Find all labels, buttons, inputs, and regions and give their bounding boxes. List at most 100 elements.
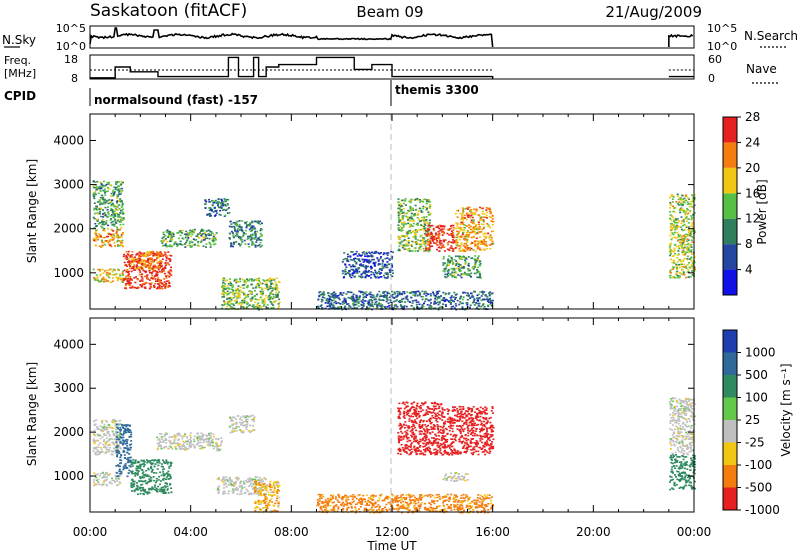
scatter-cell — [130, 433, 133, 436]
scatter-cell — [434, 234, 437, 236]
scatter-cell — [164, 438, 167, 440]
scatter-cell — [240, 304, 243, 307]
scatter-cell — [478, 302, 481, 305]
scatter-cell — [120, 428, 123, 431]
scatter-cell — [332, 305, 335, 307]
scatter-cell — [125, 447, 128, 449]
scatter-cell — [671, 255, 674, 258]
scatter-cell — [423, 229, 426, 232]
scatter-cell — [117, 436, 120, 439]
scatter-cell — [463, 235, 466, 238]
scatter-cell — [424, 245, 427, 247]
scatter-cell — [230, 282, 232, 285]
scatter-cell — [164, 253, 167, 256]
scatter-cell — [382, 274, 385, 277]
scatter-cell — [221, 307, 223, 310]
scatter-cell — [345, 257, 348, 260]
scatter-cell — [233, 225, 236, 228]
scatter-cell — [419, 243, 422, 246]
scatter-cell — [386, 257, 389, 259]
scatter-cell — [351, 272, 354, 275]
scatter-cell — [221, 284, 224, 287]
scatter-cell — [449, 259, 452, 262]
scatter-cell — [114, 269, 116, 271]
scatter-cell — [475, 210, 478, 212]
scatter-cell — [108, 181, 111, 184]
scatter-cell — [428, 299, 431, 302]
scatter-cell — [692, 267, 695, 269]
scatter-cell — [137, 465, 140, 467]
scatter-cell — [402, 297, 405, 300]
scatter-cell — [678, 271, 681, 274]
scatter-cell — [417, 294, 420, 297]
scatter-cell — [431, 245, 434, 247]
scatter-cell — [400, 218, 403, 221]
scatter-cell — [452, 231, 454, 234]
scatter-cell — [120, 243, 123, 246]
scatter-cell — [485, 217, 488, 219]
scatter-cell — [471, 266, 474, 268]
scatter-cell — [452, 242, 455, 244]
scatter-cell — [272, 295, 275, 298]
scatter-cell — [376, 251, 379, 254]
scatter-cell — [689, 210, 692, 213]
scatter-cell — [406, 298, 409, 301]
scatter-cell — [117, 193, 120, 196]
scatter-cell — [686, 233, 689, 236]
scatter-cell — [483, 235, 486, 238]
scatter-cell — [137, 472, 139, 474]
scatter-cell — [455, 260, 458, 262]
scatter-cell — [158, 438, 161, 440]
scatter-cell — [477, 259, 480, 261]
scatter-cell — [471, 267, 474, 269]
scatter-cell — [145, 469, 148, 472]
scatter-cell — [370, 268, 373, 270]
scatter-cell — [185, 233, 188, 236]
scatter-cell — [159, 483, 162, 486]
scatter-cell — [674, 252, 676, 255]
scatter-cell — [372, 262, 375, 265]
scatter-cell — [415, 299, 418, 302]
scatter-cell — [386, 299, 389, 301]
scatter-cell — [677, 204, 680, 206]
scatter-cell — [670, 219, 673, 222]
scatter-cell — [262, 305, 265, 307]
scatter-cell — [198, 237, 201, 239]
scatter-cell — [434, 237, 437, 240]
scatter-cell — [688, 251, 690, 254]
scatter-cell — [120, 277, 123, 280]
scatter-cell — [687, 212, 690, 215]
scatter-cell — [143, 476, 145, 479]
scatter-cell — [361, 272, 364, 275]
scatter-cell — [254, 230, 257, 233]
scatter-cell — [472, 221, 475, 224]
scatter-cell — [116, 240, 119, 243]
scatter-cell — [683, 201, 686, 204]
scatter-cell — [164, 239, 167, 241]
scatter-cell — [209, 244, 212, 246]
scatter-cell — [219, 214, 222, 216]
scatter-cell — [160, 265, 163, 268]
scatter-cell — [403, 236, 406, 238]
scatter-cell — [325, 299, 328, 302]
scatter-cell — [158, 270, 161, 273]
scatter-cell — [403, 307, 405, 309]
scatter-cell — [676, 276, 679, 279]
scatter-cell — [229, 305, 232, 308]
scatter-cell — [155, 253, 158, 255]
scatter-cell — [358, 270, 361, 273]
scatter-cell — [149, 284, 152, 286]
scatter-cell — [409, 216, 412, 219]
scatter-cell — [111, 214, 113, 216]
scatter-cell — [448, 255, 451, 257]
scatter-cell — [159, 440, 162, 442]
scatter-cell — [351, 264, 354, 266]
scatter-cell — [116, 186, 119, 189]
scatter-cell — [255, 279, 258, 282]
scatter-cell — [128, 279, 131, 281]
scatter-cell — [151, 486, 154, 488]
scatter-cell — [103, 227, 106, 230]
scatter-cell — [688, 226, 691, 228]
scatter-cell — [674, 226, 677, 229]
scatter-cell — [138, 273, 141, 276]
